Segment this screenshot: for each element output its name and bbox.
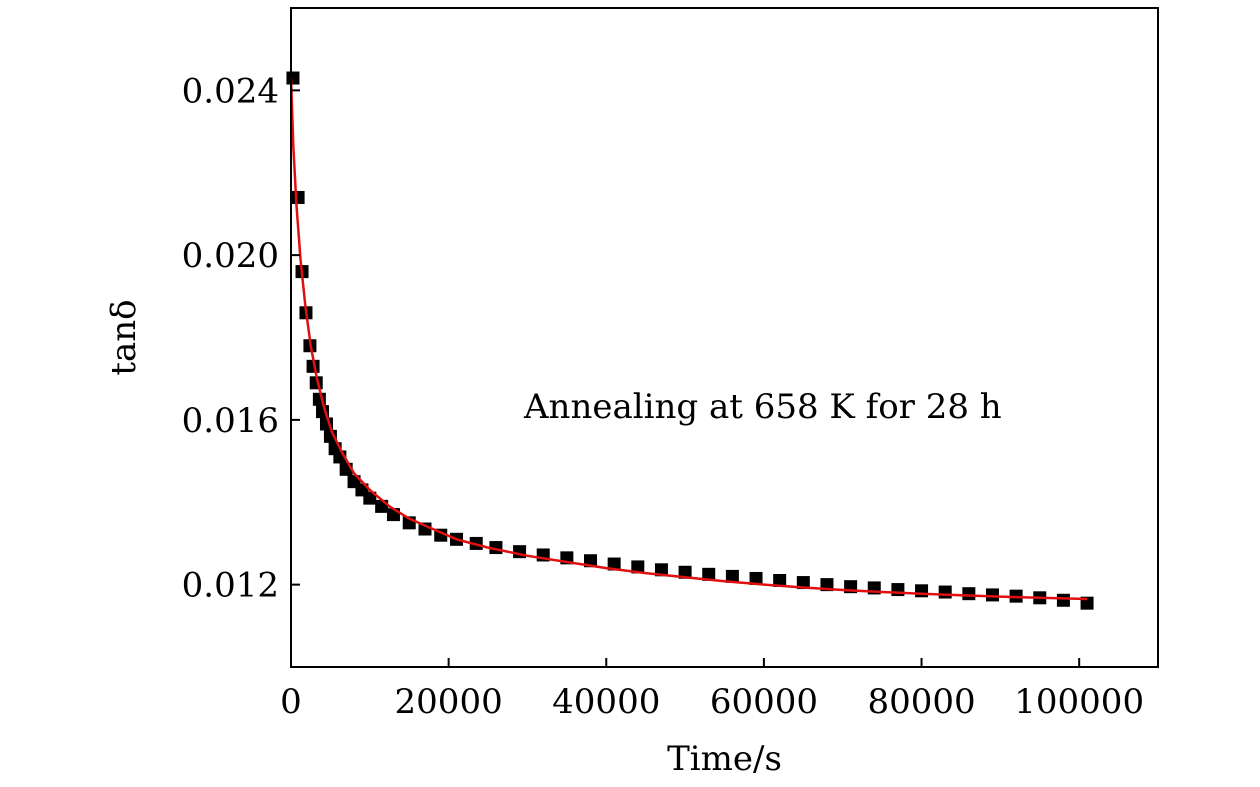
data-point: [725, 569, 739, 583]
data-point: [631, 560, 645, 574]
y-tick-label: 0.020: [182, 236, 279, 276]
data-point: [363, 491, 377, 505]
x-tick-label: 60000: [710, 682, 818, 722]
y-tick-label: 0.016: [182, 401, 279, 441]
data-point: [962, 587, 976, 601]
data-point: [286, 71, 300, 85]
data-point: [796, 576, 810, 590]
data-point: [678, 565, 692, 579]
data-point: [1056, 593, 1070, 607]
data-point: [607, 557, 621, 571]
chart-annotation: Annealing at 658 K for 28 h: [523, 387, 1002, 427]
data-point: [773, 574, 787, 588]
data-point: [291, 190, 305, 204]
x-tick-label: 0: [280, 682, 302, 722]
data-point: [749, 571, 763, 585]
data-point: [915, 584, 929, 598]
x-tick-label: 20000: [395, 682, 503, 722]
data-point: [938, 585, 952, 599]
plot-frame: [290, 7, 1159, 668]
data-point: [985, 588, 999, 602]
x-axis-title: Time/s: [667, 739, 782, 779]
series-measured: [286, 71, 1094, 610]
x-tick-label: 40000: [552, 682, 660, 722]
y-axis-title: tanδ: [104, 299, 144, 375]
x-axis: 0 20000 40000 60000 80000 100000: [280, 658, 1144, 722]
x-tick-label: 80000: [867, 682, 975, 722]
plot-area: [286, 71, 1094, 610]
y-axis: 0.012 0.016 0.020 0.024: [182, 71, 300, 606]
data-point: [702, 567, 716, 581]
fit-line: [289, 77, 1088, 601]
data-point: [654, 563, 668, 577]
x-tick-label: 100000: [1014, 682, 1144, 722]
y-tick-label: 0.024: [182, 71, 279, 111]
data-point: [375, 499, 389, 513]
y-tick-label: 0.012: [182, 566, 279, 606]
